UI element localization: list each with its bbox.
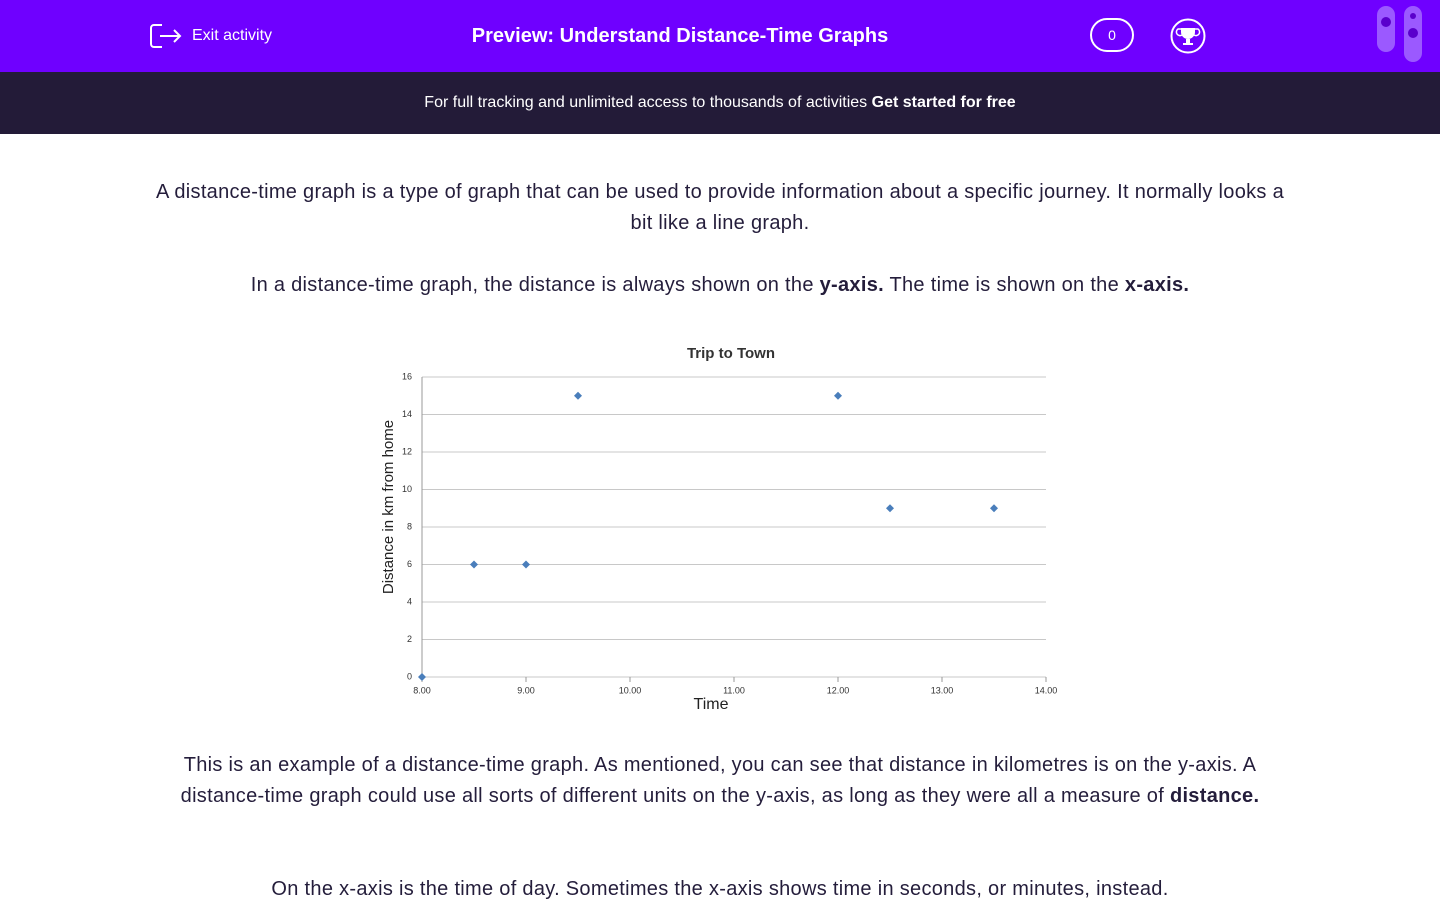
paragraph: A distance-time graph is a type of graph… (150, 177, 1290, 239)
y-tick-label: 8 (407, 521, 412, 531)
data-point (470, 560, 478, 569)
x-tick-label: 12.00 (827, 685, 850, 695)
data-point (418, 673, 426, 681)
text: The time is shown on the (884, 274, 1125, 296)
x-tick-label: 10.00 (619, 685, 642, 695)
y-tick-label: 12 (402, 446, 412, 456)
decoration (1377, 6, 1422, 62)
paragraph: In a distance-time graph, the distance i… (150, 270, 1290, 301)
activity-title: Preview: Understand Distance-Time Graphs (471, 25, 889, 47)
text: In a distance-time graph, the distance i… (250, 274, 820, 296)
x-tick-label: 11.00 (723, 685, 745, 695)
text: On the x-axis is the time of day. Someti… (271, 878, 1169, 900)
bold-text: distance. (1169, 785, 1260, 807)
paragraph: On the x-axis is the time of day. Someti… (150, 874, 1290, 905)
y-tick-label: 10 (402, 484, 412, 494)
x-tick-label: 9.00 (517, 685, 535, 695)
y-tick-label: 16 (402, 371, 412, 381)
x-tick-label: 14.00 (1035, 685, 1058, 695)
y-axis-label: Distance in km from home (380, 420, 397, 594)
promo-banner: For full tracking and unlimited access t… (0, 72, 1440, 134)
banner-text: For full tracking and unlimited access t… (424, 94, 868, 111)
y-tick-label: 0 (407, 671, 412, 681)
y-tick-label: 4 (407, 596, 412, 606)
data-point (522, 560, 530, 569)
x-axis-label: Time (694, 696, 729, 713)
data-point (886, 504, 894, 513)
x-tick-label: 13.00 (931, 685, 954, 695)
score[interactable]: 0 (1090, 18, 1134, 52)
banner-link[interactable]: Get started for free (871, 94, 1016, 111)
paragraph: This is an example of a distance-time gr… (150, 750, 1290, 812)
bold-text: y-axis. (819, 274, 884, 296)
bold-text: x-axis. (1124, 274, 1190, 296)
text: This is an example of a distance-time gr… (180, 754, 1257, 807)
text: A distance-time graph is a type of graph… (155, 181, 1285, 234)
y-tick-label: 14 (402, 409, 412, 419)
data-point (990, 504, 998, 513)
chart-title: Trip to Town (687, 345, 775, 362)
data-point (574, 391, 582, 400)
exit-button[interactable]: Exit activity (150, 20, 272, 52)
top-bar: Exit activity Preview: Understand Distan… (0, 0, 1440, 72)
exit-icon (150, 24, 182, 48)
trophy-icon[interactable] (1169, 18, 1207, 54)
y-tick-label: 6 (407, 559, 412, 569)
y-tick-label: 2 (407, 634, 412, 644)
exit-label: Exit activity (192, 27, 273, 44)
data-point (834, 391, 842, 400)
x-tick-label: 8.00 (413, 685, 431, 695)
